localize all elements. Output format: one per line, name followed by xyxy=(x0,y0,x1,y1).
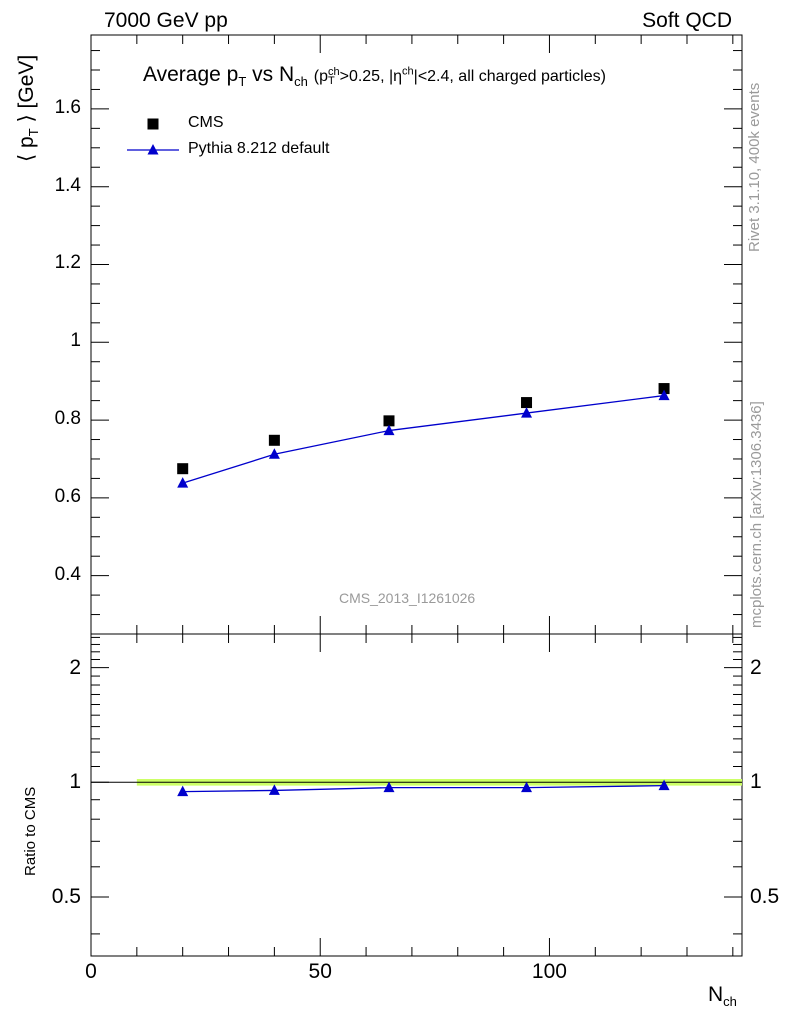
cms-point xyxy=(521,397,533,409)
mcplots-reference-text: mcplots.cern.ch [arXiv:1306.3436] xyxy=(748,401,765,628)
main-y-tick-label: 0.8 xyxy=(54,408,81,430)
cms-point xyxy=(177,463,189,475)
title-cuts: (p ch T >0.25, |ηch|<2.4, all charged parti… xyxy=(313,65,606,87)
cms-point xyxy=(383,415,395,427)
title-sub-ch: ch xyxy=(294,74,308,90)
ratio-y-axis-label: Ratio to CMS xyxy=(22,786,39,876)
x-tick-label: 50 xyxy=(308,960,332,983)
main-data-marks xyxy=(177,383,670,488)
x-label-sub: ch xyxy=(723,994,737,1010)
legend-cms-marker xyxy=(147,118,159,130)
pythia-point xyxy=(383,424,395,436)
legend-markers xyxy=(127,118,179,155)
main-y-tick-label: 1 xyxy=(70,330,81,352)
rivet-version-text: Rivet 3.1.10, 400k events xyxy=(746,82,763,252)
ratio-axis-ticks xyxy=(90,634,742,956)
ratio-pythia-point xyxy=(383,781,395,793)
ratio-uncertainty-band xyxy=(91,779,742,786)
pythia-point xyxy=(658,389,670,401)
ratio-pythia-point xyxy=(521,781,533,793)
main-y-label-start: ⟨ p xyxy=(15,136,38,162)
main-y-label-end: ⟩ [GeV] xyxy=(15,54,38,129)
x-label-n: N xyxy=(708,983,724,1006)
ratio-y-tick-label: 0.5 xyxy=(51,884,81,908)
ratio-data-marks xyxy=(177,779,670,797)
main-y-tick-label: 1.2 xyxy=(54,252,81,274)
analysis-watermark: CMS_2013_I1261026 xyxy=(339,590,476,606)
pythia-point xyxy=(521,407,533,418)
legend-pythia-label: Pythia 8.212 default xyxy=(188,140,330,157)
plot-title: Average pT vs Nch (p ch T >0.25, |ηch|<2.4,… xyxy=(143,63,606,89)
header-energy: 7000 GeV pp xyxy=(104,9,228,32)
pythia-point xyxy=(177,477,189,488)
main-y-tick-label: 0.4 xyxy=(54,563,81,585)
ratio-y-tick-label-right: 2 xyxy=(750,655,762,679)
x-axis-label: Nch xyxy=(708,983,737,1009)
main-y-label-sub: T xyxy=(26,128,42,137)
title-vs: vs N xyxy=(246,63,295,86)
ratio-plot-frame xyxy=(90,633,743,957)
legend-cms-label: CMS xyxy=(188,114,224,131)
title-eta-sup: ch xyxy=(402,65,414,78)
title-cut-sub: T xyxy=(327,74,335,87)
x-tick-label: 100 xyxy=(531,960,567,983)
ratio-pythia-point xyxy=(177,785,189,797)
ratio-y-tick-label-right: 0.5 xyxy=(750,884,780,908)
ratio-y-tick-label-right: 1 xyxy=(750,770,762,794)
ratio-pythia-point xyxy=(658,779,670,791)
title-cut-rest: >0.25, |η xyxy=(339,68,403,85)
legend-pythia-marker xyxy=(147,144,159,155)
title-main: Average p xyxy=(143,63,239,86)
main-y-tick-label: 1.6 xyxy=(54,96,81,118)
cms-point xyxy=(658,383,670,395)
title-end: |<2.4, all charged particles) xyxy=(413,68,606,85)
ratio-y-tick-label: 1 xyxy=(69,770,81,794)
ratio-pythia-point xyxy=(268,784,280,795)
title-cut-sup: ch xyxy=(327,65,340,78)
pythia-point xyxy=(268,448,280,459)
main-axis-ticks xyxy=(90,35,742,635)
main-y-tick-label: 1.4 xyxy=(54,174,81,196)
title-sub-t: T xyxy=(238,74,247,90)
ratio-y-tick-label: 2 xyxy=(69,655,81,679)
cms-point xyxy=(268,434,280,446)
title-cut-scripts: ch T xyxy=(327,65,340,87)
x-tick-label: 0 xyxy=(85,960,97,983)
ratio-pythia-line xyxy=(182,784,665,793)
main-y-axis-label: ⟨ pT ⟩ [GeV] xyxy=(14,55,41,162)
pythia-line xyxy=(182,394,665,484)
header-process: Soft QCD xyxy=(642,9,732,32)
title-cut-open: (p xyxy=(313,68,328,85)
main-y-tick-label: 0.6 xyxy=(54,485,81,507)
